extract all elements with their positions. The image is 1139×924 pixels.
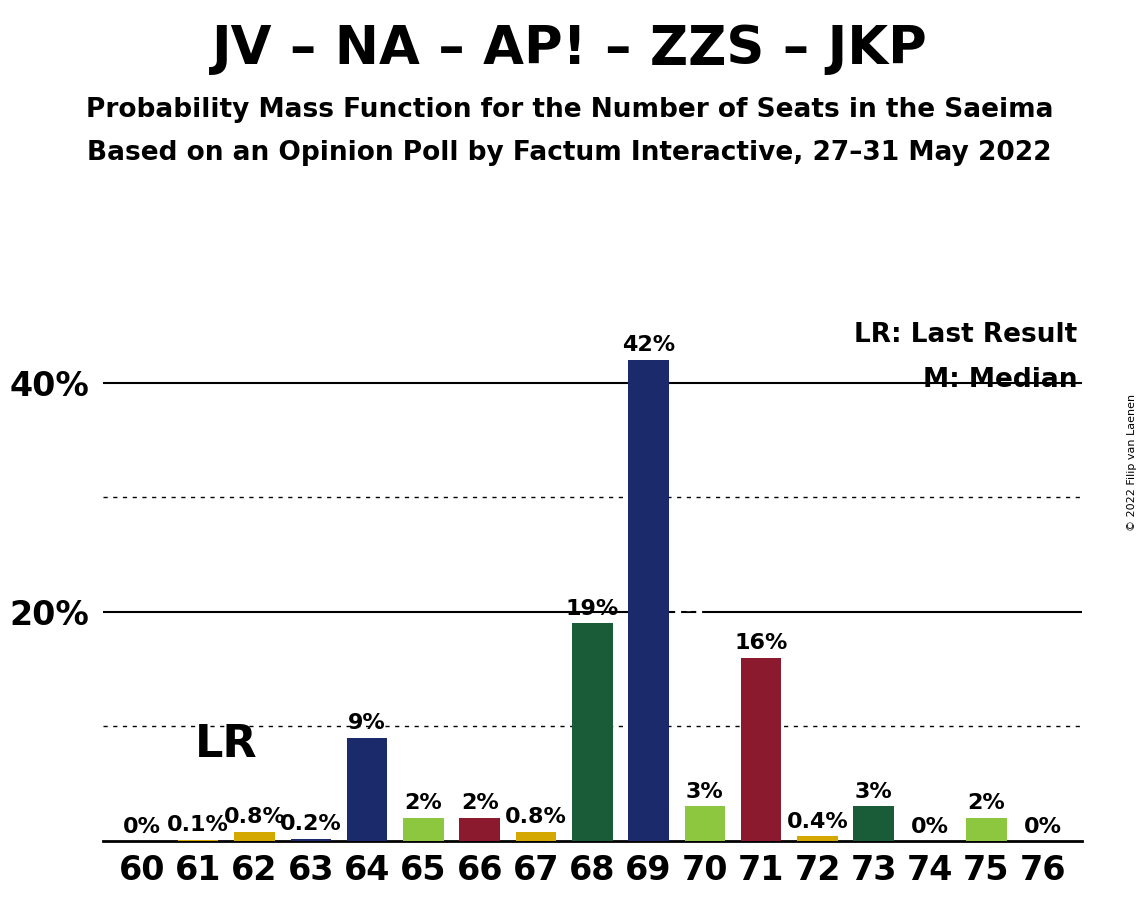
Bar <box>740 658 781 841</box>
Text: 0%: 0% <box>911 817 949 837</box>
Bar <box>516 832 556 841</box>
Text: 0.1%: 0.1% <box>167 815 229 835</box>
Text: 2%: 2% <box>967 794 1006 813</box>
Text: 3%: 3% <box>855 782 893 802</box>
Bar <box>966 818 1007 841</box>
Bar <box>797 836 837 841</box>
Bar <box>178 840 219 841</box>
Bar <box>290 839 331 841</box>
Text: 3%: 3% <box>686 782 723 802</box>
Text: LR: Last Result: LR: Last Result <box>854 322 1077 348</box>
Text: 2%: 2% <box>404 794 442 813</box>
Text: JV – NA – AP! – ZZS – JKP: JV – NA – AP! – ZZS – JKP <box>212 23 927 75</box>
Text: M: Median: M: Median <box>923 367 1077 393</box>
Bar <box>572 624 613 841</box>
Text: 42%: 42% <box>622 335 675 356</box>
Text: 0.4%: 0.4% <box>787 811 849 832</box>
Text: M: M <box>672 590 705 623</box>
Text: 2%: 2% <box>461 794 499 813</box>
Bar <box>459 818 500 841</box>
Text: Probability Mass Function for the Number of Seats in the Saeima: Probability Mass Function for the Number… <box>85 97 1054 123</box>
Bar <box>853 807 894 841</box>
Text: 0.8%: 0.8% <box>505 807 567 827</box>
Bar <box>685 807 726 841</box>
Bar <box>347 737 387 841</box>
Text: 16%: 16% <box>735 633 788 653</box>
Text: © 2022 Filip van Laenen: © 2022 Filip van Laenen <box>1126 394 1137 530</box>
Text: 9%: 9% <box>349 713 386 734</box>
Text: LR: LR <box>195 723 257 766</box>
Text: 19%: 19% <box>566 599 618 619</box>
Bar <box>235 832 274 841</box>
Bar <box>403 818 444 841</box>
Text: 0%: 0% <box>1024 817 1062 837</box>
Text: Based on an Opinion Poll by Factum Interactive, 27–31 May 2022: Based on an Opinion Poll by Factum Inter… <box>88 140 1051 166</box>
Text: 0.2%: 0.2% <box>280 814 342 834</box>
Text: 0.8%: 0.8% <box>223 807 286 827</box>
Text: 0%: 0% <box>123 817 161 837</box>
Bar <box>629 360 669 841</box>
